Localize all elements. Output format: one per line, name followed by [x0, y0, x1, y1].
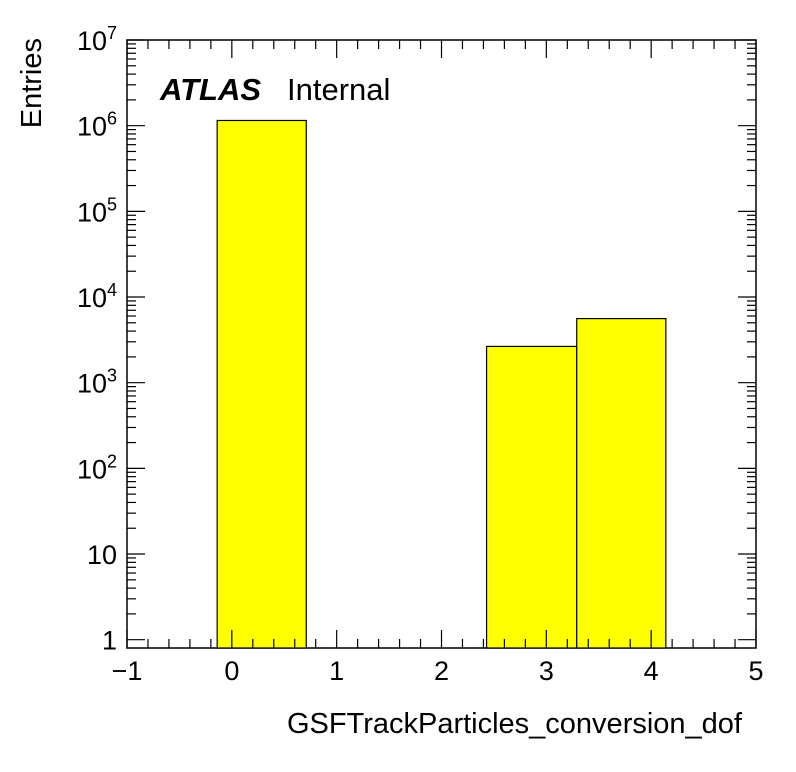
x-tick-labels: −1 0 1 2 3 4 5	[112, 656, 764, 686]
x-tick-label: −1	[112, 656, 143, 686]
y-axis-title: Entries	[16, 38, 48, 128]
x-tick-label: 3	[539, 656, 554, 686]
histogram-bar-1	[485, 345, 578, 649]
y-tick-label: 103	[77, 366, 117, 399]
y-tick-label: 1	[102, 626, 117, 656]
y-tick-label: 107	[77, 23, 117, 56]
y-tick-label: 105	[77, 194, 117, 227]
x-axis-title: GSFTrackParticles_conversion_dof	[287, 708, 743, 740]
histogram-bar-0	[216, 119, 307, 649]
y-tick-label: 104	[77, 280, 117, 313]
x-tick-label: 1	[329, 656, 344, 686]
axis-ticks	[126, 39, 757, 648]
x-tick-label: 5	[748, 656, 763, 686]
histogram-bars	[216, 119, 667, 649]
status-label: Internal	[287, 72, 390, 107]
x-tick-label: 2	[434, 656, 449, 686]
y-tick-label: 10	[87, 540, 117, 570]
y-tick-label: 106	[77, 109, 117, 142]
y-tick-label: 102	[77, 451, 117, 484]
experiment-label: ATLAS	[159, 72, 261, 107]
x-tick-label: 0	[224, 656, 239, 686]
histogram-bar-2	[576, 317, 667, 649]
x-tick-label: 4	[644, 656, 659, 686]
